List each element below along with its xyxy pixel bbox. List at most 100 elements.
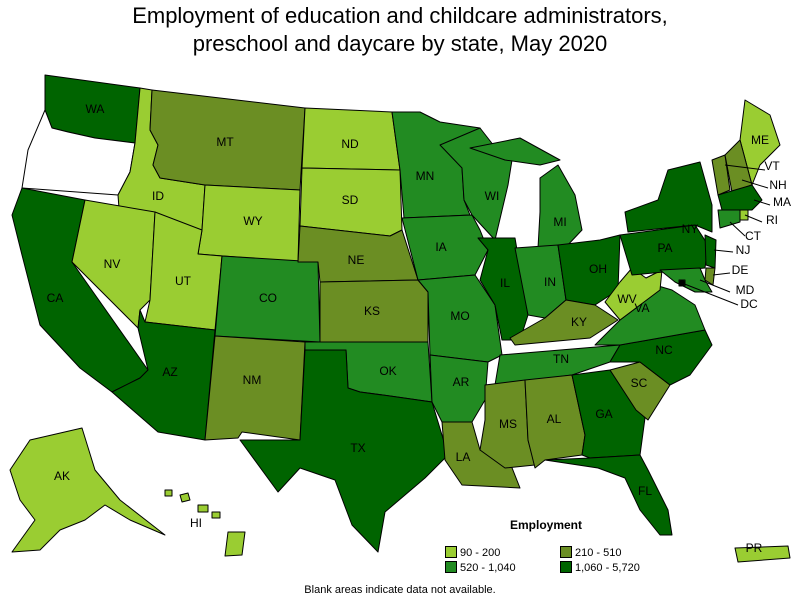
leader-line-vt [724,164,766,171]
leader-line-ma [753,199,771,206]
legend-label-bin-4: 1,060 - 5,720 [575,562,640,574]
state-label-ok: OK [379,364,396,378]
state-label-sc: SC [631,376,648,390]
state-label-va: VA [634,301,649,315]
legend-item-bin-1: 90 - 200 [445,546,500,559]
state-label-nd: ND [341,137,359,151]
legend-swatch-bin-3 [445,561,457,573]
state-label-mt: MT [216,135,234,149]
state-hi-part-5 [224,531,246,557]
state-label-in: IN [544,275,556,289]
state-label-id: ID [152,189,164,203]
state-pr [734,545,791,563]
legend-label-bin-3: 520 - 1,040 [460,562,516,574]
state-label-ny: NY [682,222,699,236]
state-la [441,421,521,489]
state-nj [704,234,717,269]
state-ri [739,209,749,221]
state-label-mi: MI [553,215,566,229]
state-label-la: LA [456,450,471,464]
state-label-dc: DC [740,297,758,311]
state-label-ar: AR [453,375,470,389]
state-label-nv: NV [104,257,121,271]
state-label-ne: NE [348,253,365,267]
state-mi-part-2 [469,137,561,166]
state-label-pa: PA [657,241,672,255]
footnote: Blank areas indicate data not available. [304,584,496,596]
legend-swatch-bin-1 [445,546,457,558]
state-label-az: AZ [162,365,177,379]
state-label-sd: SD [342,193,359,207]
state-label-ak: AK [54,469,70,483]
state-sc [609,361,671,421]
map-title: Employment of education and childcare ad… [0,2,800,58]
state-ak [9,427,166,553]
state-label-ma: MA [773,195,791,209]
state-label-nc: NC [655,343,673,357]
state-label-ct: CT [745,229,762,243]
state-label-ca: CA [47,291,64,305]
state-label-ks: KS [364,304,380,318]
state-label-pr: PR [746,541,763,555]
legend-label-bin-1: 90 - 200 [460,547,501,559]
legend-swatch-bin-2 [560,546,572,558]
legend-label-bin-2: 210 - 510 [575,547,622,559]
leader-line-ri [744,214,763,223]
legend-swatch-bin-4 [560,561,572,573]
state-ky [509,299,619,346]
state-hi-part-2 [179,492,191,503]
legend-item-bin-4: 1,060 - 5,720 [560,561,640,574]
state-label-wi: WI [485,189,500,203]
state-label-ia: IA [435,240,446,254]
state-mo [417,274,503,363]
state-label-ms: MS [499,417,517,431]
state-label-md: MD [736,283,755,297]
state-ny [624,161,713,233]
leader-line-ct [729,221,746,237]
state-label-mo: MO [450,309,469,323]
legend-item-bin-2: 210 - 510 [560,546,621,559]
state-nm [204,335,306,441]
state-label-nj: NJ [736,243,751,257]
state-md [659,267,713,293]
state-label-hi: HI [190,516,202,530]
state-hi-part-4 [211,511,221,519]
map-title-line-2: preschool and daycare by state, May 2020 [192,31,608,56]
state-label-ri: RI [766,213,778,227]
state-label-oh: OH [589,262,607,276]
leader-line-nh [741,179,769,189]
state-label-il: IL [500,276,510,290]
legend-title: Employment [510,518,583,532]
state-label-fl: FL [638,484,652,498]
state-label-de: DE [732,263,749,277]
legend-item-bin-3: 520 - 1,040 [445,561,516,574]
state-label-ky: KY [571,315,587,329]
state-label-wy: WY [243,214,262,228]
leader-line-de [712,272,731,276]
state-label-tx: TX [350,441,365,455]
state-fl [544,454,673,536]
state-label-me: ME [751,133,769,147]
state-label-mn: MN [416,169,435,183]
state-ct [717,209,741,229]
state-ks [319,279,429,343]
state-label-wv: WV [617,292,636,306]
state-tx [239,349,449,553]
state-hi-part-3 [197,504,209,513]
state-label-al: AL [547,412,562,426]
leader-line-md [699,279,731,293]
leader-line-nj [713,249,734,253]
state-label-nh: NH [769,178,786,192]
map-title-line-1: Employment of education and childcare ad… [132,3,668,28]
state-label-ga: GA [595,407,612,421]
state-label-tn: TN [553,352,569,366]
state-label-vt: VT [764,159,780,173]
state-ma [717,184,763,211]
state-label-co: CO [259,291,277,305]
state-label-wa: WA [86,102,105,116]
state-hi-part-1 [164,489,173,497]
state-mi-part-1 [537,164,583,249]
state-tn [494,344,621,386]
leader-line-dc [681,282,739,306]
